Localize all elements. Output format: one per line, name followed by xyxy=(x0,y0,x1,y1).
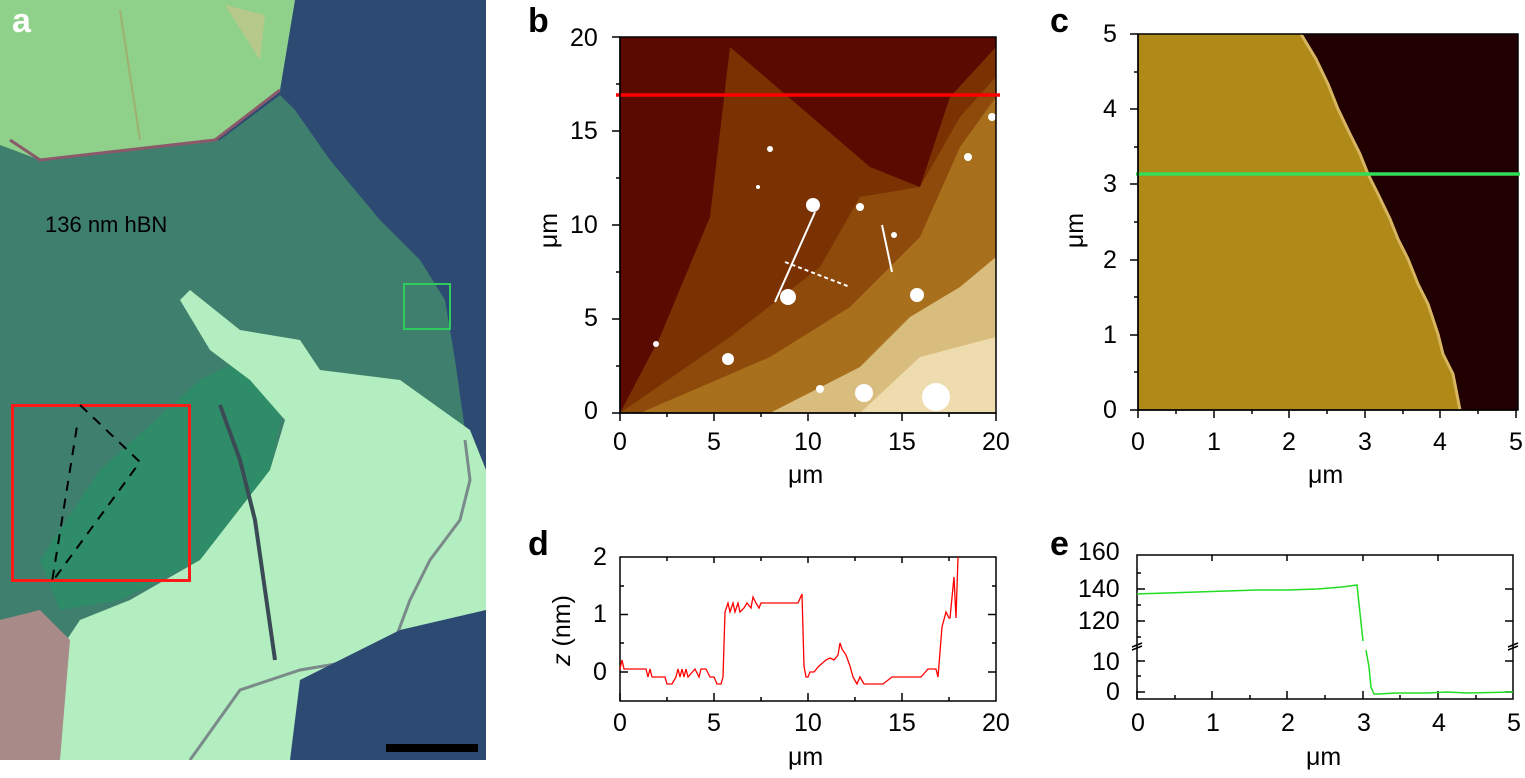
panel-letter-c: c xyxy=(1050,2,1069,40)
d-ylabel-unit: (nm) xyxy=(547,595,576,654)
d-ylabel-var: z xyxy=(547,653,576,666)
c-xtick-2: 2 xyxy=(1282,428,1296,456)
b-xtick-15: 15 xyxy=(888,428,916,456)
b-ytick-5: 5 xyxy=(584,304,598,332)
e-xlabel: μm xyxy=(1306,743,1342,771)
c-ytick-3: 3 xyxy=(1103,170,1117,198)
c-ytick-5: 5 xyxy=(1103,20,1117,48)
d-xtick-5: 5 xyxy=(707,709,721,737)
c-ytick-2: 2 xyxy=(1103,246,1117,274)
c-xtick-5: 5 xyxy=(1509,428,1523,456)
afm-map-b xyxy=(616,36,1000,414)
green-profile-line-upper xyxy=(1136,584,1364,642)
c-xtick-1: 1 xyxy=(1207,428,1221,456)
c-xtick-0: 0 xyxy=(1131,428,1145,456)
afm-b-axes xyxy=(612,36,997,421)
d-xtick-0: 0 xyxy=(613,709,627,737)
b-xtick-20: 20 xyxy=(982,428,1010,456)
e-ytick-10: 10 xyxy=(1092,648,1120,676)
b-ylabel: μm xyxy=(535,212,564,249)
e-xtick-4: 4 xyxy=(1432,709,1446,737)
green-region-box xyxy=(403,283,451,330)
e-xtick-0: 0 xyxy=(1131,709,1145,737)
scale-bar xyxy=(386,744,478,752)
d-xlabel: μm xyxy=(788,743,824,771)
e-xtick-3: 3 xyxy=(1357,709,1371,737)
e-ytick-120: 120 xyxy=(1078,607,1120,635)
dashed-outline xyxy=(51,404,142,583)
e-xtick-2: 2 xyxy=(1281,709,1295,737)
c-xlabel: μm xyxy=(1308,461,1344,489)
b-ytick-0: 0 xyxy=(584,397,598,425)
b-ytick-10: 10 xyxy=(570,211,598,239)
panel-letter-d: d xyxy=(528,525,549,563)
panel-letter-e: e xyxy=(1050,525,1069,563)
red-region-box xyxy=(11,404,191,582)
profile-plot-e xyxy=(1131,554,1519,700)
b-xtick-0: 0 xyxy=(613,428,627,456)
d-ylabel: z (nm) xyxy=(547,595,576,666)
e-ytick-160: 160 xyxy=(1078,538,1120,566)
profile-plot-d xyxy=(619,556,997,702)
afm-c-axes xyxy=(1130,33,1517,418)
panel-letter-a: a xyxy=(12,2,31,40)
micrograph-image xyxy=(0,0,486,760)
d-ytick-2: 2 xyxy=(593,543,607,571)
d-xtick-10: 10 xyxy=(794,709,822,737)
sample-label: 136 nm hBN xyxy=(45,212,168,237)
panel-letter-b: b xyxy=(528,2,549,40)
red-profile-line xyxy=(619,556,959,686)
c-ytick-4: 4 xyxy=(1103,95,1117,123)
c-xtick-3: 3 xyxy=(1358,428,1372,456)
e-xtick-1: 1 xyxy=(1206,709,1220,737)
c-ytick-1: 1 xyxy=(1103,321,1117,349)
b-xtick-5: 5 xyxy=(707,428,721,456)
e-xtick-5: 5 xyxy=(1507,709,1521,737)
afm-map-c xyxy=(1136,33,1520,411)
b-ytick-20: 20 xyxy=(570,24,598,52)
b-xlabel: μm xyxy=(788,461,824,489)
d-ytick-0: 0 xyxy=(593,658,607,686)
c-ylabel: μm xyxy=(1061,212,1090,249)
b-ytick-15: 15 xyxy=(570,117,598,145)
e-ytick-140: 140 xyxy=(1078,575,1120,603)
d-xtick-15: 15 xyxy=(888,709,916,737)
green-profile-line-lower xyxy=(1365,649,1514,695)
d-xtick-20: 20 xyxy=(982,709,1010,737)
axis-break-marks xyxy=(1131,642,1519,651)
c-ytick-0: 0 xyxy=(1103,396,1117,424)
panel-a: a 136 nm hBN xyxy=(0,0,486,760)
d-ytick-1: 1 xyxy=(593,600,607,628)
c-xtick-4: 4 xyxy=(1433,428,1447,456)
e-ytick-0: 0 xyxy=(1106,678,1120,706)
b-xtick-10: 10 xyxy=(794,428,822,456)
